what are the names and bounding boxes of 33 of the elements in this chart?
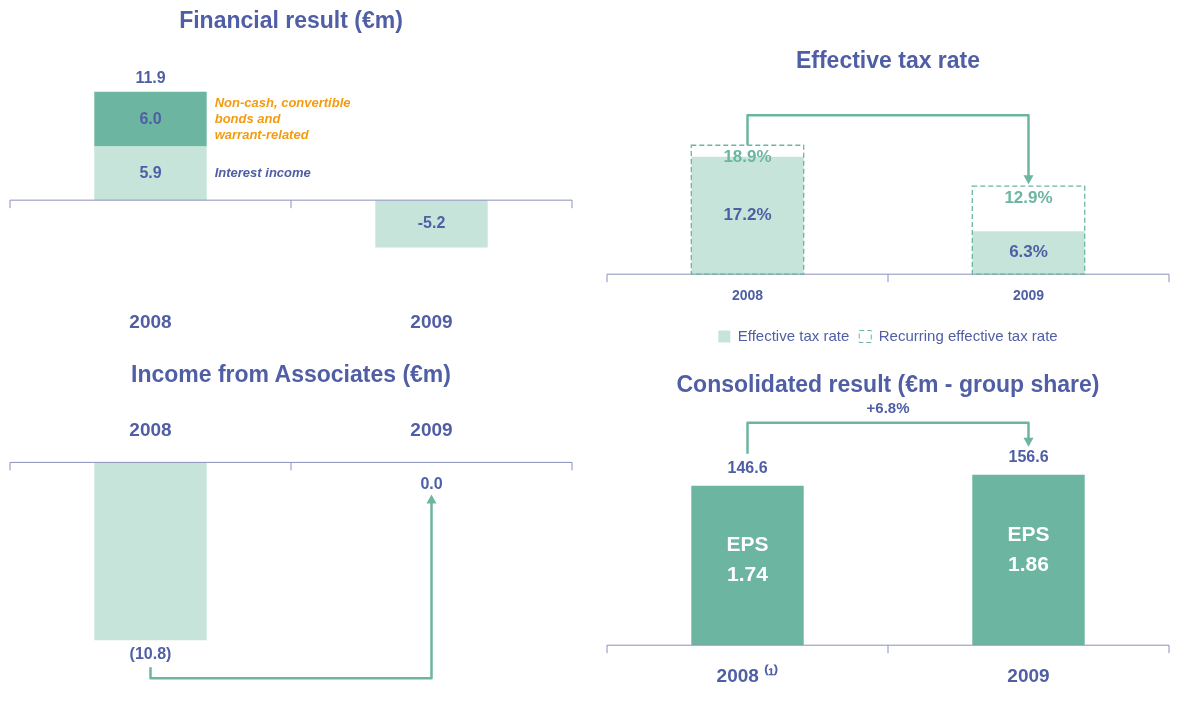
annotation: EPS 1.86 (1007, 521, 1050, 575)
legend-label: Effective tax rate (737, 326, 850, 344)
x-tick-label: 2009 (410, 310, 453, 332)
series-label: Interest income (214, 164, 311, 180)
x-tick-label: 2009 (1012, 287, 1045, 304)
x-tick-label: 2008 (129, 310, 172, 332)
annotation: EPS 1.74 (726, 532, 769, 586)
chart-title: Consolidated result (€m - group share) (676, 371, 1100, 398)
chart-title: Financial result (€m) (179, 7, 403, 34)
total-label: 11.9 (135, 69, 166, 87)
bar (972, 231, 1085, 275)
x-tick-label: 2008 (129, 419, 172, 441)
data-label: 17.2% (723, 205, 772, 225)
data-label: (10.8) (129, 644, 172, 662)
data-label: 146.6 (727, 459, 768, 477)
text: +6.8% (866, 398, 910, 416)
data-label: -5.2 (417, 214, 446, 232)
data-label: 6.0 (139, 109, 162, 127)
x-tick-label: 2008 (731, 287, 764, 304)
x-tick-label: 2009 (1007, 664, 1050, 686)
data-label: 5.9 (139, 163, 162, 181)
series-label: Non-cash, convertible bonds and warrant-related (214, 94, 351, 142)
bar (971, 185, 1086, 275)
x-tick-label: 2008 ⁽¹⁾ (716, 663, 779, 686)
legend-label: Recurring effective tax rate (878, 326, 1058, 344)
data-label: 12.9% (1004, 187, 1053, 207)
data-label: 0.0 (420, 474, 443, 492)
x-tick-label: 2009 (410, 419, 453, 441)
data-label: 156.6 (1008, 448, 1049, 466)
chart-title: Effective tax rate (795, 47, 981, 74)
chart-title: Income from Associates (€m) (131, 361, 451, 388)
data-label: 18.9% (723, 146, 772, 166)
data-label: 6.3% (1009, 242, 1048, 262)
